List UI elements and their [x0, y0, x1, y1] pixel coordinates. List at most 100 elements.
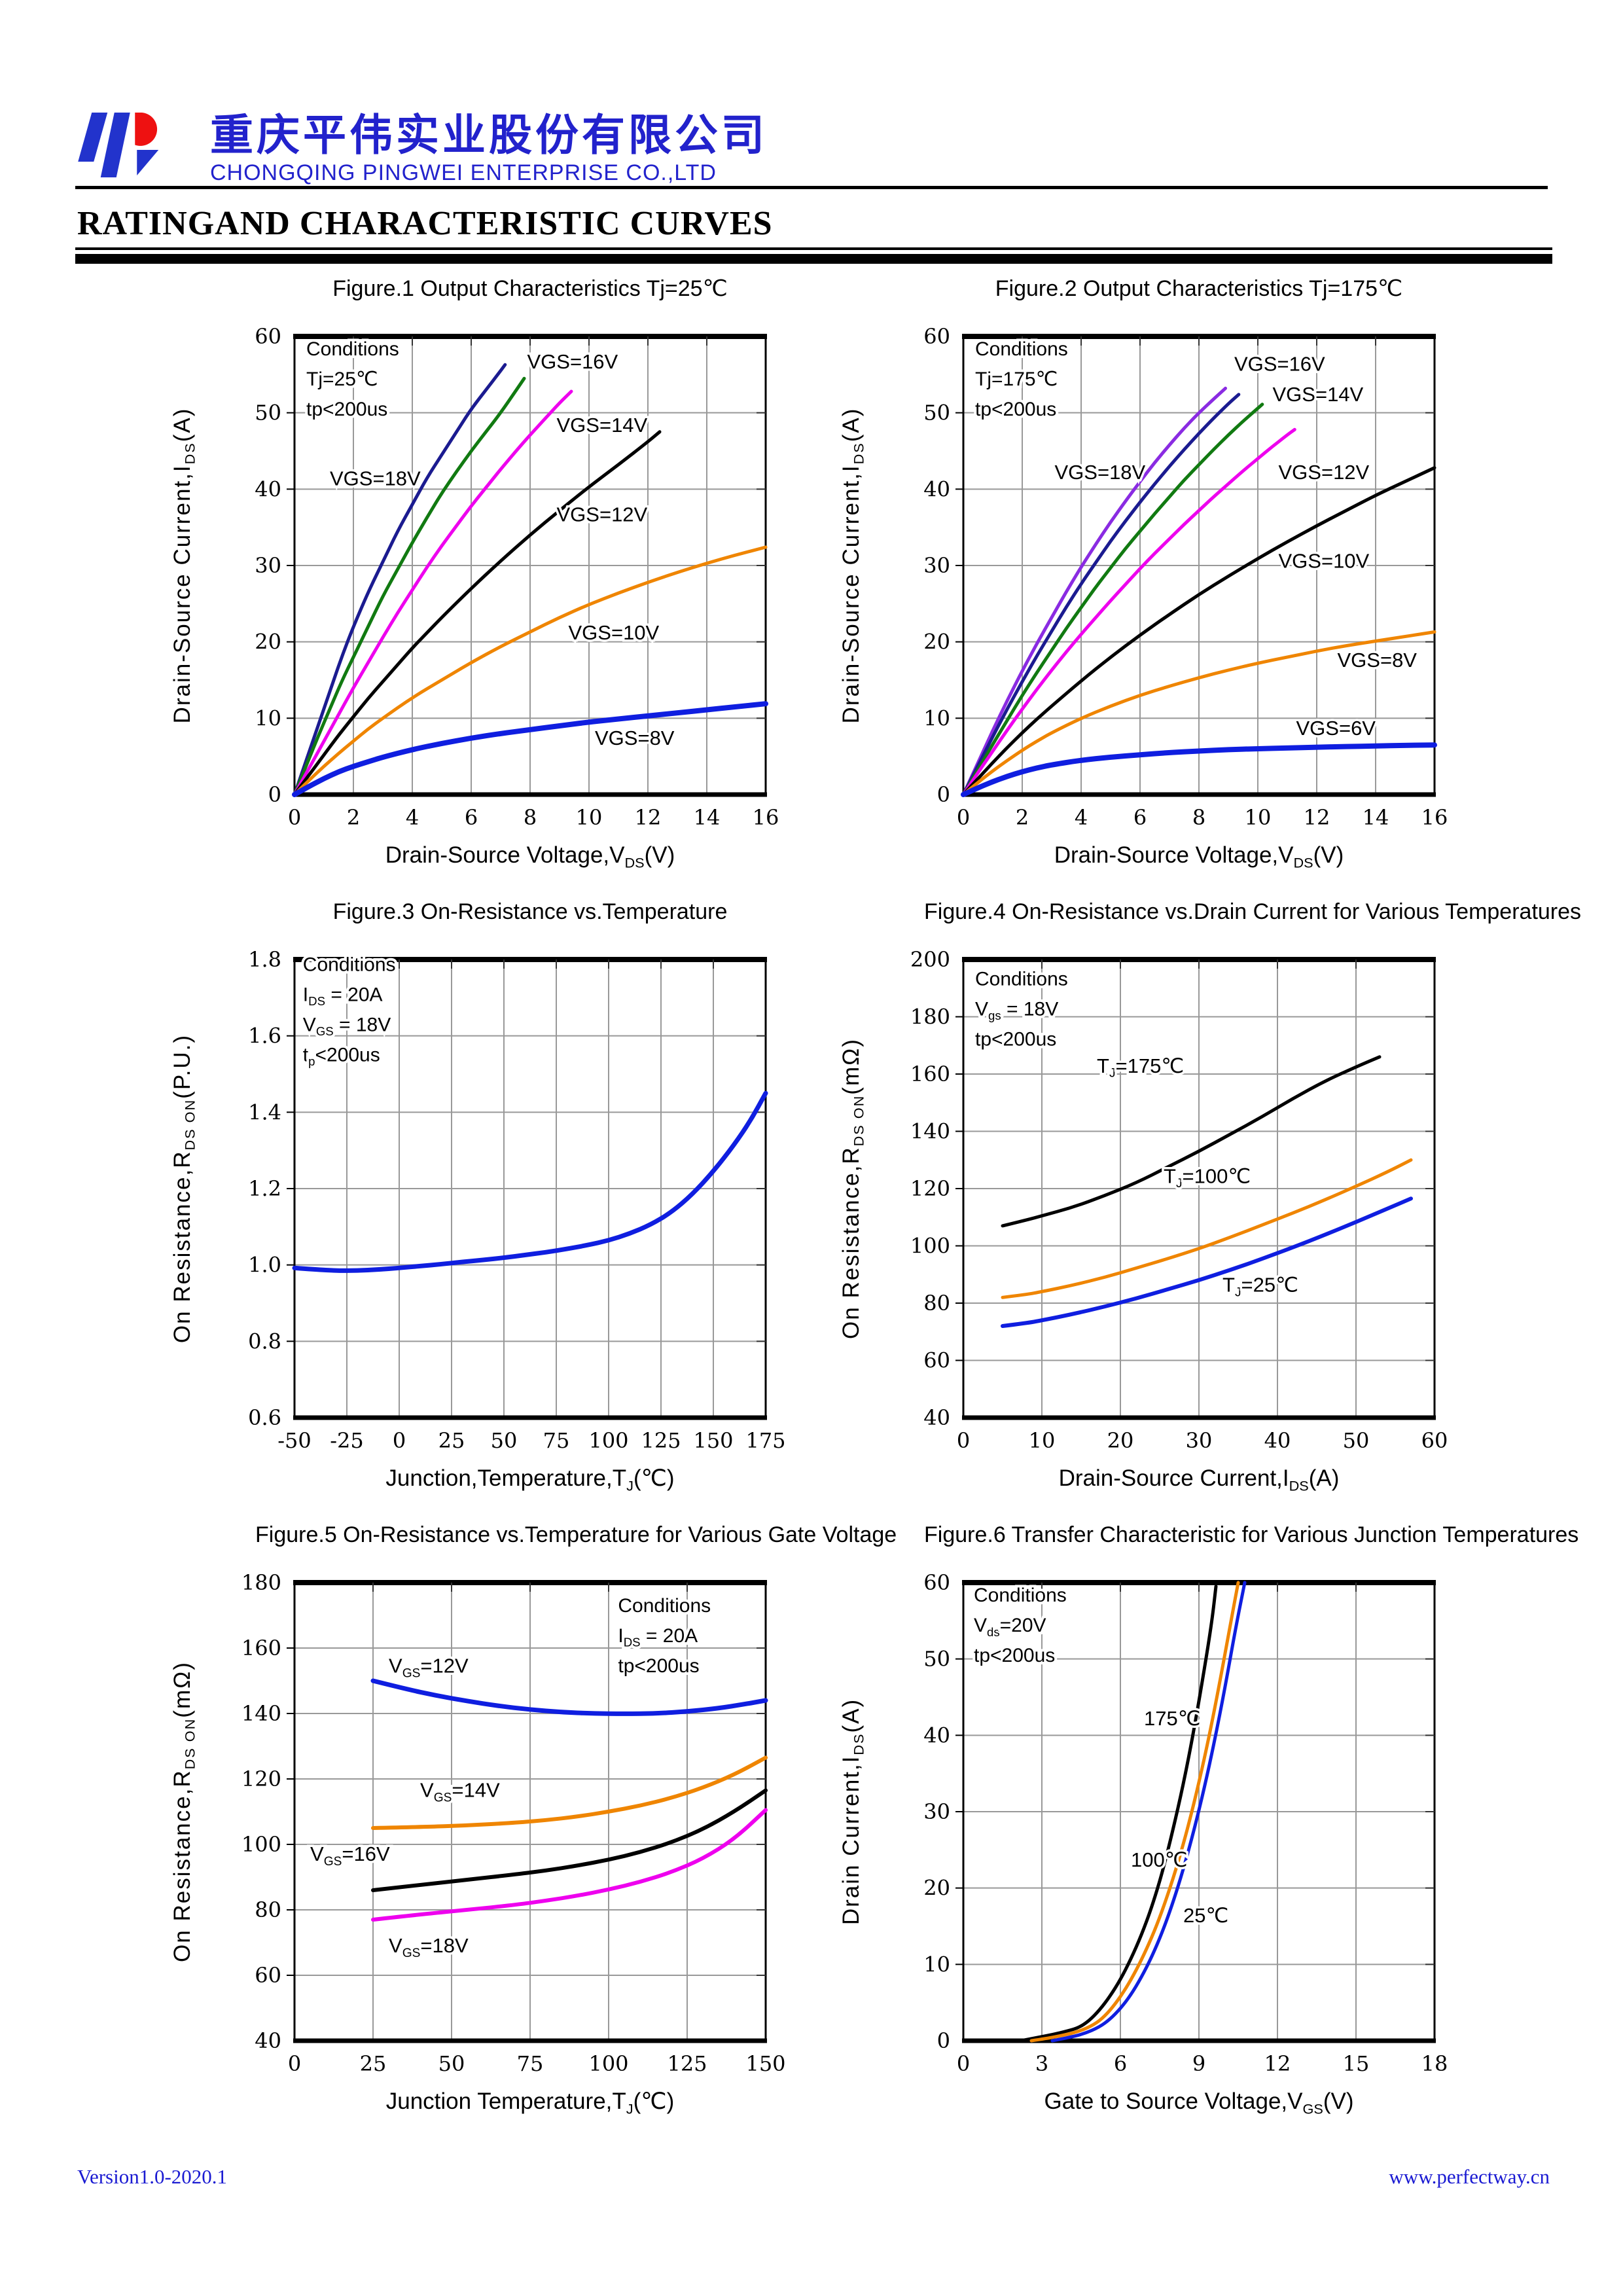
conditions-line: Conditions [975, 968, 1068, 990]
y-tick-label: 0 [937, 782, 950, 807]
y-tick-label: 140 [241, 1701, 281, 1726]
conditions-line: Conditions [303, 954, 396, 976]
series-VGS=8V [961, 630, 1436, 797]
series-label: VGS=10V [1279, 550, 1370, 573]
series-label: VGS=16V [527, 350, 618, 373]
chart-canvas: 0 2 4 6 8 10 12 14 16 0 10 20 30 40 50 60 Drain-Source V… [151, 304, 805, 880]
y-tick-label: 40 [923, 1723, 950, 1748]
y-axis-label: Drain Current,IDS(A) [838, 1698, 867, 1925]
series-TJ=175C [1001, 1055, 1382, 1228]
y-tick-label: 1.8 [248, 947, 281, 972]
x-tick-label: 9 [1192, 2051, 1205, 2076]
y-tick-label: 10 [923, 706, 950, 730]
figure-6-title: Figure.6 Transfer Characteristic for Var… [924, 1522, 1579, 1547]
y-tick-label: 30 [255, 553, 281, 578]
series-VGS=6V [961, 742, 1437, 797]
x-tick-label: 10 [1245, 805, 1272, 830]
x-tick-label: 16 [1421, 805, 1448, 830]
series-label: VGS=18V [330, 467, 421, 490]
title-rule-thin [75, 247, 1552, 250]
y-tick-label: 20 [923, 1876, 950, 1901]
series-VGS=16V [961, 393, 1241, 797]
y-tick-label: 60 [923, 1570, 950, 1595]
series-label: VGS=14V [1273, 383, 1364, 406]
x-axis-label: Drain-Source Voltage,VDS(V) [1054, 842, 1344, 871]
figure-6-plot: 0 3 6 9 12 15 18 0 10 20 30 40 50 60 Gate to Source Vo… [819, 1550, 1474, 2126]
page-title: RATINGAND CHARACTERISTIC CURVES [77, 205, 773, 242]
conditions-line: tp<200us [974, 1645, 1055, 1666]
y-tick-label: 120 [241, 1767, 281, 1791]
y-axis-label: On Resistance,RDS ON(mΩ) [838, 1038, 867, 1339]
series-RDSON normalized [292, 1090, 768, 1273]
chart-canvas: 0 25 50 75 100 125 150 40 60 80 100 120 140 160 180 Jun… [151, 1550, 805, 2126]
y-tick-label: 1.4 [248, 1100, 281, 1124]
y-tick-label: 180 [910, 1005, 950, 1030]
x-tick-label: 14 [1363, 805, 1389, 830]
y-tick-label: 60 [923, 324, 950, 349]
conditions-line: Conditions [306, 338, 399, 360]
conditions-line: Tj=25℃ [306, 368, 378, 390]
x-tick-label: 15 [1343, 2051, 1370, 2076]
y-tick-label: 160 [241, 1636, 281, 1660]
x-axis-label: Drain-Source Voltage,VDS(V) [385, 842, 675, 871]
series-TJ=100C [1001, 1158, 1413, 1299]
series-label: 25℃ [1183, 1904, 1228, 1927]
y-tick-label: 50 [923, 1647, 950, 1672]
x-tick-label: 0 [288, 2051, 301, 2076]
y-tick-label: 10 [923, 1952, 950, 1977]
x-tick-label: 25 [360, 2051, 387, 2076]
x-tick-label: 125 [641, 1428, 681, 1453]
conditions-line: Conditions [975, 338, 1068, 360]
y-tick-label: 100 [241, 1832, 281, 1857]
y-tick-label: 0 [937, 2028, 950, 2053]
conditions-line: Conditions [974, 1585, 1067, 1606]
figure-3-title: Figure.3 On-Resistance vs.Temperature [332, 899, 728, 924]
series-label: TJ=175℃ [1097, 1054, 1184, 1081]
series-VGS=10V [293, 545, 768, 797]
series-label: VGS=12V [389, 1655, 469, 1681]
y-tick-label: 120 [910, 1176, 950, 1201]
x-tick-label: 100 [588, 1428, 628, 1453]
x-tick-label: 0 [393, 1428, 406, 1453]
x-axis-label: Junction Temperature,TJ(℃) [386, 2089, 675, 2117]
footer-website: www.perfectway.cn [1389, 2165, 1550, 2188]
y-tick-label: 40 [923, 476, 950, 501]
title-rule-thick [75, 254, 1552, 264]
series-VGS=12V [370, 1678, 768, 1716]
y-tick-label: 60 [255, 1963, 281, 1988]
series-VGS=8V [292, 701, 768, 797]
series-VGS=10V [961, 466, 1436, 797]
figure-1-plot: 0 2 4 6 8 10 12 14 16 0 10 20 30 40 50 60 Drain-Source V… [151, 304, 805, 880]
x-tick-label: 8 [524, 805, 537, 830]
y-tick-label: 100 [910, 1234, 950, 1259]
series-label: VGS=8V [1338, 649, 1418, 672]
figure-6: Figure.6 Transfer Characteristic for Var… [819, 1520, 1579, 2126]
company-names: 重庆平伟实业股份有限公司 CHONGQING PINGWEI ENTERPRIS… [210, 113, 768, 186]
series-VGS=18V [371, 1808, 768, 1922]
conditions-line: tp<200us [303, 1045, 380, 1069]
x-tick-label: 50 [491, 1428, 518, 1453]
y-tick-label: 20 [923, 630, 950, 655]
series-label: VGS=8V [595, 726, 675, 749]
y-tick-label: 60 [255, 324, 281, 349]
x-tick-label: 0 [957, 1428, 970, 1453]
series-VGS=16V [371, 1788, 768, 1892]
series-label: 100℃ [1131, 1848, 1188, 1871]
figure-3: Figure.3 On-Resistance vs.Temperature -5… [151, 897, 805, 1503]
company-name-cn: 重庆平伟实业股份有限公司 [210, 110, 768, 160]
y-tick-label: 50 [255, 401, 281, 425]
series-label: VGS=18V [1055, 461, 1146, 484]
series-label: TJ=100℃ [1164, 1164, 1251, 1191]
x-tick-label: 6 [465, 805, 478, 830]
x-tick-label: 12 [1264, 2051, 1291, 2076]
x-tick-label: 14 [694, 805, 721, 830]
series-label: VGS=16V [1234, 353, 1325, 376]
x-tick-label: 175 [745, 1428, 785, 1453]
y-tick-label: 40 [923, 1405, 950, 1430]
x-tick-label: -25 [330, 1428, 364, 1453]
conditions-line: Vgs = 18V [975, 998, 1058, 1022]
series-label: VGS=14V [557, 414, 648, 437]
chart-canvas: 0 2 4 6 8 10 12 14 16 0 10 20 30 40 50 60 Drain-Source V… [819, 304, 1474, 880]
x-tick-label: 12 [1304, 805, 1330, 830]
